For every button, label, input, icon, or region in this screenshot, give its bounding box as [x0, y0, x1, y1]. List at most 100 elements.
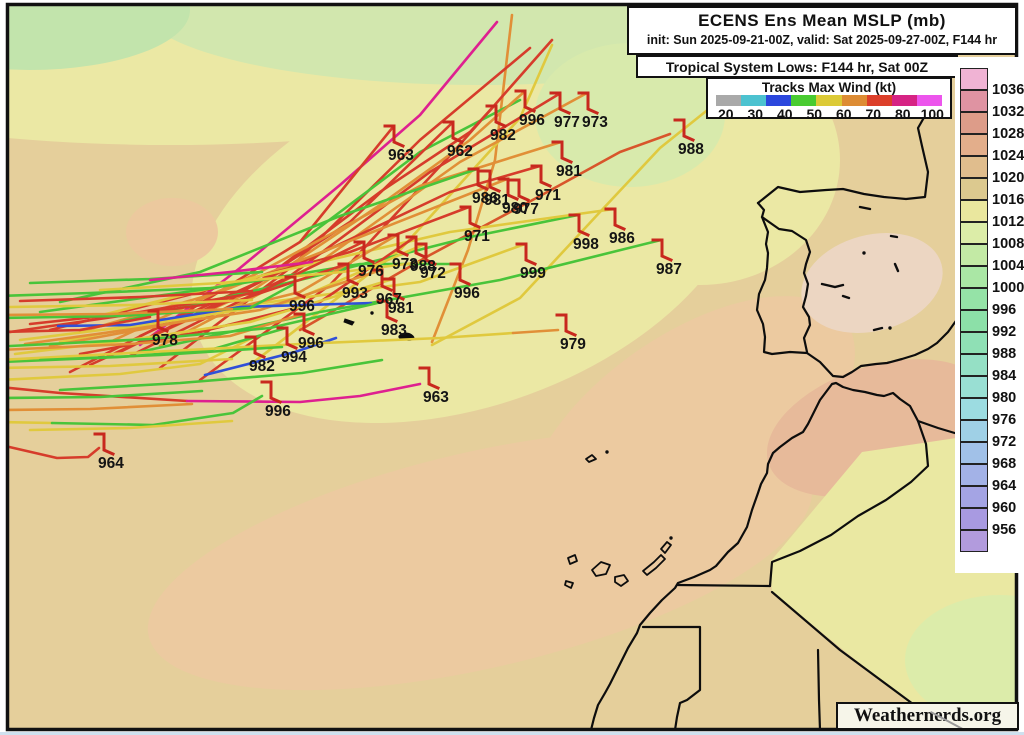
ensemble-track — [8, 286, 214, 298]
pressure-label: 999 — [520, 265, 546, 282]
colorbar-cell — [960, 266, 988, 288]
ensemble-track — [148, 260, 314, 282]
pressure-fill-region — [525, 296, 855, 564]
page-title: ECENS Ens Mean MSLP (mb) — [698, 11, 946, 30]
watermark-box: Weathernerds.org — [836, 702, 1019, 730]
coastline — [676, 583, 772, 588]
small-island-dot — [888, 326, 892, 330]
colorbar-value-label: 988 — [992, 346, 1017, 362]
low-marker-barb-icon — [514, 89, 536, 113]
coastline — [768, 419, 930, 588]
pressure-label: 996 — [454, 285, 480, 302]
low-marker-barb-icon — [551, 140, 573, 164]
low-position-markers — [93, 89, 695, 456]
pressure-label: 988 — [678, 141, 704, 158]
island — [614, 574, 629, 587]
colorbar-value-label: 1016 — [992, 192, 1024, 208]
pressure-label: 996 — [289, 298, 315, 315]
tropical-lows-box: Tropical System Lows: F144 hr, Sat 00Z — [636, 55, 958, 78]
colorbar-cell — [960, 530, 988, 552]
coastline — [590, 381, 960, 729]
wind-speed-tick: 50 — [806, 106, 823, 122]
island — [591, 561, 611, 577]
ensemble-track — [8, 315, 152, 334]
ensemble-track — [158, 91, 589, 348]
pressure-label: 982 — [490, 127, 516, 144]
page-bottom-strip — [0, 732, 1024, 735]
colorbar-cell — [960, 178, 988, 200]
colorbar-cell — [960, 420, 988, 442]
pressure-fill-region — [535, 43, 725, 187]
ensemble-track — [8, 331, 515, 361]
low-marker-barb-icon — [459, 205, 481, 229]
colorbar-value-label: 996 — [992, 302, 1017, 318]
ensemble-track — [8, 307, 234, 317]
colorbar-cell — [960, 222, 988, 244]
colorbar-value-label: 972 — [992, 434, 1017, 450]
low-marker-barb-icon — [147, 309, 169, 333]
pressure-label: 996 — [265, 403, 291, 420]
low-marker-barb-icon — [284, 275, 306, 299]
low-marker-barb-icon — [293, 312, 315, 336]
low-marker-barb-icon — [442, 120, 464, 144]
coastline — [755, 201, 960, 379]
ensemble-track — [198, 38, 554, 382]
ensemble-track — [128, 92, 561, 358]
small-island-dot — [605, 450, 609, 454]
low-marker-barb-icon — [515, 242, 537, 266]
colorbar-value-label: 960 — [992, 500, 1017, 516]
low-marker-barb-icon — [276, 326, 298, 350]
init-valid-subtitle: init: Sun 2025-09-21-00Z, valid: Sat 202… — [646, 33, 998, 47]
ensemble-track — [248, 43, 554, 367]
pressure-label: 962 — [447, 143, 473, 160]
low-marker-barb-icon — [93, 432, 115, 456]
colorbar-cell — [960, 332, 988, 354]
ensemble-track — [88, 121, 454, 367]
wind-speed-tick: 20 — [717, 106, 734, 122]
pressure-fill-region — [8, 5, 190, 70]
ensemble-track — [158, 46, 532, 370]
wind-speed-tick: 60 — [835, 106, 852, 122]
wind-speed-swatch — [816, 95, 842, 106]
colorbar-cell — [960, 68, 988, 90]
island — [642, 554, 666, 576]
colorbar-value-label: 976 — [992, 412, 1017, 428]
ensemble-track — [511, 328, 560, 335]
low-marker-barb-icon — [577, 91, 599, 115]
colorbar-cell — [960, 90, 988, 112]
low-marker-barb-icon — [383, 124, 405, 148]
pressure-label: 977 — [513, 201, 539, 218]
colorbar-value-label: 1004 — [992, 258, 1024, 274]
wind-speed-swatch — [791, 95, 817, 106]
wind-speed-swatch — [841, 95, 867, 106]
title-box: ECENS Ens Mean MSLP (mb) init: Sun 2025-… — [627, 6, 1017, 55]
colorbar-value-label: 1024 — [992, 148, 1024, 164]
coastline — [816, 648, 822, 729]
low-marker-barb-icon — [353, 240, 375, 264]
colorbar-cell — [960, 112, 988, 134]
low-marker-barb-icon — [549, 91, 571, 115]
low-marker-barb-icon — [497, 177, 519, 201]
colorbar-value-label: 984 — [992, 368, 1017, 384]
river-mark — [893, 262, 900, 273]
pressure-label: 964 — [98, 455, 124, 472]
colorbar-cell — [960, 354, 988, 376]
low-marker-barb-icon — [383, 277, 405, 301]
wind-scale-ticks: 20 30 40 50 60 70 80 100 — [711, 106, 947, 122]
watermark-text: Weathernerds.org — [853, 705, 1002, 726]
island — [567, 554, 578, 565]
colorbar-cell — [960, 508, 988, 530]
colorbar-value-label: 968 — [992, 456, 1017, 472]
wind-color-scale — [716, 95, 942, 106]
colorbar-value-label: 956 — [992, 522, 1017, 538]
low-marker-barb-icon — [479, 169, 501, 193]
pressure-label: 978 — [152, 332, 178, 349]
ensemble-track — [58, 358, 384, 392]
colorbar-cell — [960, 464, 988, 486]
pressure-label: 982 — [249, 358, 275, 375]
low-marker-barb-icon — [371, 268, 393, 292]
wind-legend-box: Tracks Max Wind (kt) 20 30 40 50 60 70 80 100 — [706, 77, 952, 122]
wind-speed-tick: 30 — [747, 106, 764, 122]
